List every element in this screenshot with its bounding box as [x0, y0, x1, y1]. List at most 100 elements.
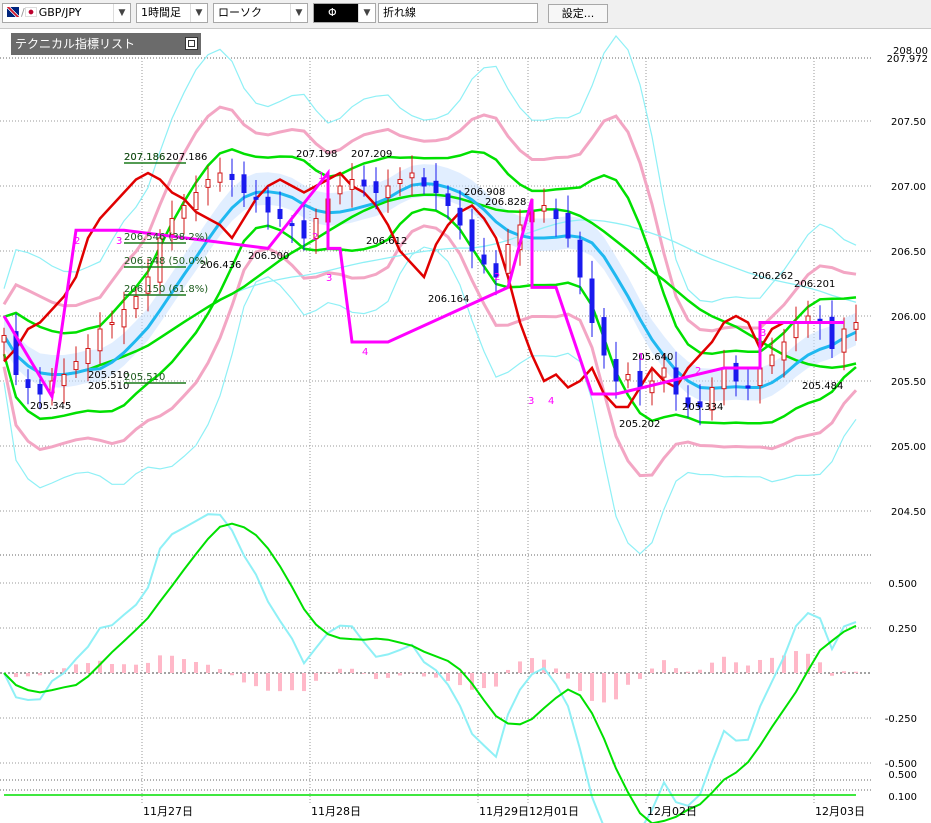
candle-body [637, 370, 643, 388]
candle-body [433, 180, 439, 194]
zigzag-wave-label: 2 [695, 366, 701, 377]
macd-histogram-bar [674, 668, 678, 673]
candle-body [781, 341, 787, 361]
bollinger-upper [2, 105, 857, 333]
macd-histogram-bar [734, 662, 738, 673]
candle-body [193, 192, 199, 211]
candle-body [853, 322, 859, 330]
zigzag-wave-label: 2 [74, 236, 80, 247]
chevron-down-icon: ▼ [358, 4, 375, 22]
macd-histogram-bar [38, 673, 42, 676]
macd-histogram-bar [446, 673, 450, 681]
price-top-label: 207.972 [887, 54, 928, 65]
price-tick-label: 205.00 [891, 442, 926, 453]
candle-body [217, 172, 223, 183]
candle-body [145, 276, 151, 294]
candle-body [325, 198, 331, 223]
color-select[interactable]: Φ ▼ [313, 3, 376, 23]
price-annotation: 206.201 [794, 279, 835, 290]
macd-histogram-bar [350, 668, 354, 673]
line-type-field[interactable]: 折れ線 [378, 3, 538, 23]
macd-histogram-bar [206, 664, 210, 673]
price-tick-label: 207.50 [891, 117, 926, 128]
zigzag-wave-label: 1 [318, 171, 324, 182]
macd-histogram-bar [806, 653, 810, 673]
candle-body [169, 218, 175, 235]
symbol-select[interactable]: / GBP/JPY ▼ [2, 3, 131, 23]
indicator-list-panel[interactable]: テクニカル指標リスト [11, 33, 201, 55]
candle-body [85, 348, 91, 364]
price-annotation: 205.202 [619, 419, 660, 430]
macd-histogram-bar [470, 673, 474, 690]
candle-body [25, 379, 31, 389]
price-tick-label: 207.00 [891, 182, 926, 193]
macd-histogram-bar [830, 673, 834, 676]
zigzag-wave-label: 3 [528, 396, 534, 407]
price-annotation: 205.510 [88, 381, 129, 392]
candle-body [553, 209, 559, 219]
macd-histogram-bar [698, 669, 702, 673]
macd-histogram-bar [422, 673, 426, 677]
macd-histogram-bar [290, 673, 294, 691]
zigzag-wave-label: 1 [638, 352, 644, 363]
zigzag-line [2, 168, 844, 402]
date-label: 11月27日 [143, 805, 193, 818]
macd-histogram-bar [254, 673, 258, 687]
maximize-icon[interactable] [185, 37, 198, 50]
candle-body [289, 223, 295, 227]
candle-body [241, 174, 247, 193]
price-annotation: 205.640 [632, 352, 673, 363]
macd-histogram-bar [98, 660, 102, 673]
chevron-down-icon: ▼ [290, 4, 307, 22]
price-annotation: 206.164 [428, 294, 469, 305]
fib-label: 206.150 (61.8%) [124, 284, 208, 295]
price-top-label: 208.00 [893, 46, 928, 57]
zigzag-wave-label: 3 [760, 328, 766, 339]
macd-histogram-bar [374, 673, 378, 680]
candle-body [253, 196, 259, 200]
candle-body [541, 205, 547, 212]
candle-body [757, 367, 763, 387]
candle-body [409, 172, 415, 179]
line-type-label: 折れ線 [383, 6, 416, 19]
macd-histogram-bar [194, 662, 198, 673]
macd-histogram-bar [386, 673, 390, 678]
macd-histogram-bar [50, 669, 54, 673]
price-annotation: 206.828 [485, 197, 526, 208]
timeframe-select[interactable]: 1時間足 ▼ [136, 3, 208, 23]
zigzag-wave-label: 3 [326, 273, 332, 284]
candle-body [1, 335, 7, 343]
candle-body [733, 362, 739, 382]
price-annotation: 206.612 [366, 236, 407, 247]
candle-body [805, 315, 811, 324]
price-annotation: 207.186 [166, 152, 207, 163]
chart-type-select[interactable]: ローソク ▼ [213, 3, 308, 23]
candle-body [613, 359, 619, 382]
candle-body [109, 322, 115, 325]
macd-histogram-bar [578, 673, 582, 691]
macd-histogram-bar [854, 671, 858, 673]
candle-body [469, 219, 475, 252]
settings-button[interactable]: 設定... [548, 4, 608, 23]
kumo-area [4, 164, 856, 402]
fib-label: 205.510 [124, 372, 165, 383]
chart-grid [0, 57, 872, 805]
chevron-down-icon: ▼ [113, 4, 130, 22]
macd-histogram-bar [554, 668, 558, 673]
macd-histogram-bar [158, 655, 162, 673]
macd-histogram-bar [230, 673, 234, 676]
macd-histogram-bar [794, 651, 798, 673]
price-annotation: 206.500 [248, 251, 289, 262]
macd-histogram-bar [506, 669, 510, 673]
color-label: Φ [328, 6, 337, 19]
candle-body [649, 380, 655, 394]
chikou-line [3, 171, 785, 409]
macd-histogram-bar [542, 659, 546, 673]
candle-body [565, 213, 571, 239]
price-tick-label: 205.50 [891, 377, 926, 388]
candle-body [13, 331, 19, 376]
candle-body [517, 224, 523, 251]
symbol-label: GBP/JPY [38, 6, 82, 19]
fib-label: 206.348 (50.0%) [124, 256, 208, 267]
macd-histogram-bar [722, 656, 726, 673]
